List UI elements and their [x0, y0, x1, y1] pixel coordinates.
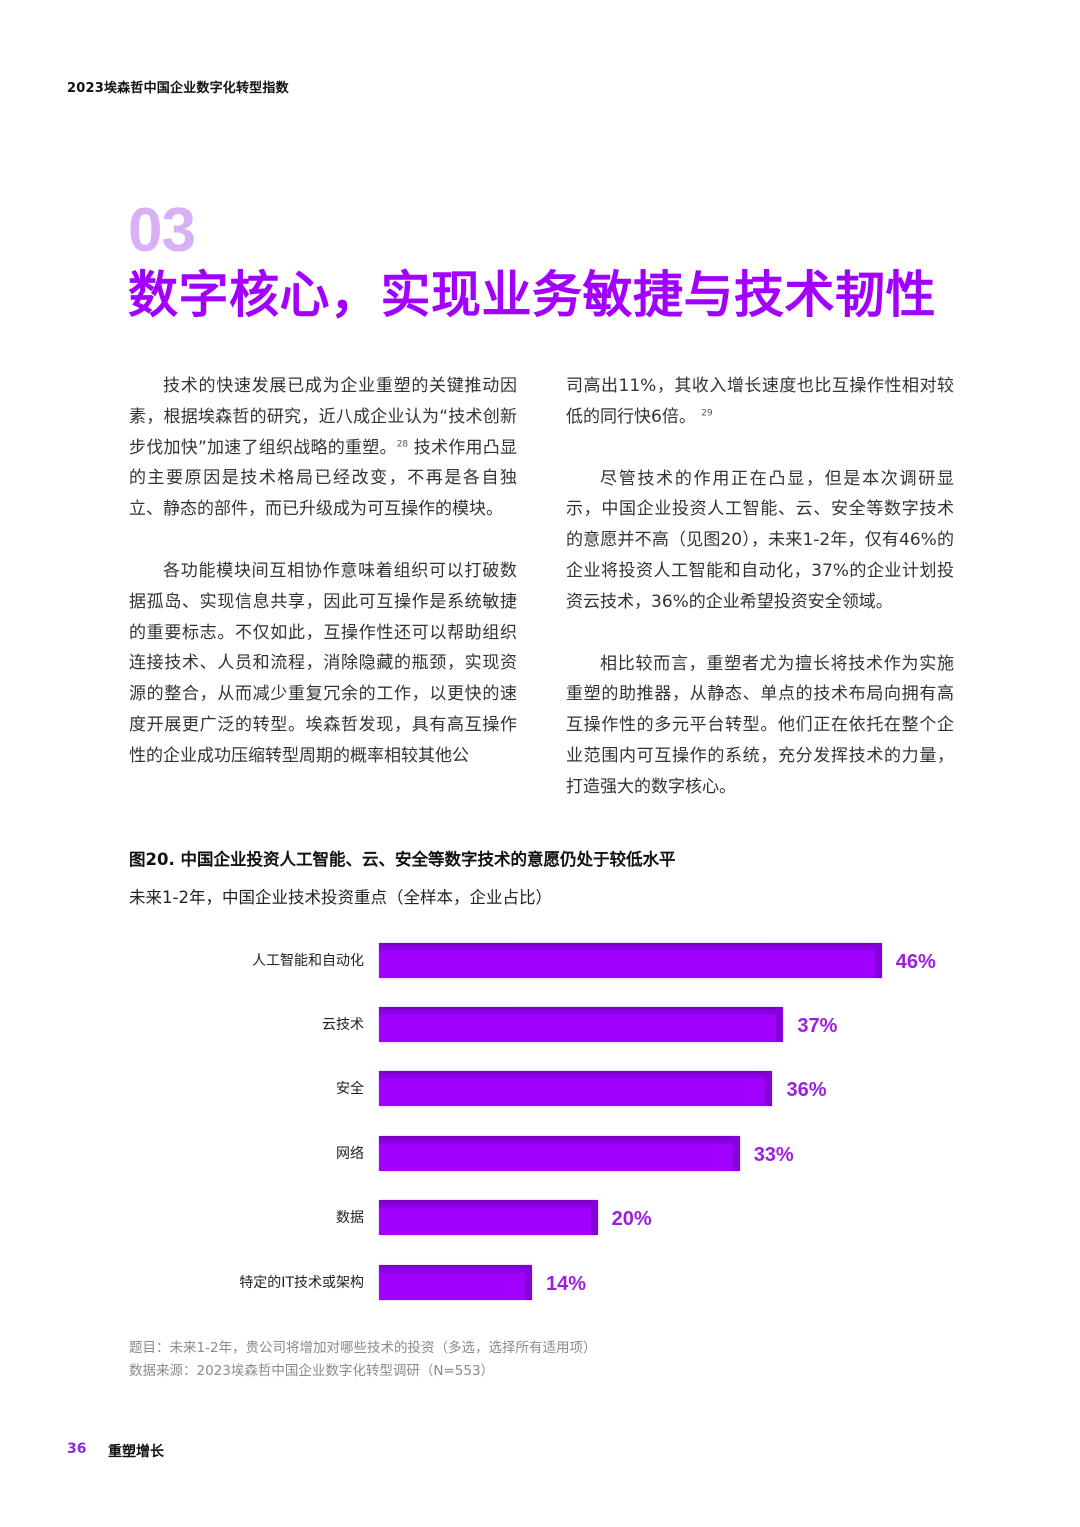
figure-title: 图20. 中国企业投资人工智能、云、安全等数字技术的意愿仍处于较低水平 — [129, 850, 676, 869]
footnote-ref[interactable]: 29 — [701, 408, 713, 419]
section-number: 03 — [128, 196, 196, 265]
bar-label: 网络 — [336, 1146, 364, 1162]
running-header: 2023埃森哲中国企业数字化转型指数 — [67, 81, 289, 96]
section-title: 数字核心，实现业务敏捷与技术韧性 — [128, 266, 936, 324]
bar-row: 人工智能和自动化 46% — [0, 943, 1080, 979]
bar-label: 人工智能和自动化 — [252, 953, 364, 969]
body-right-column: 司高出11%，其收入增长速度也比互操作性相对较低的同行快6倍。 29 尽管技术的… — [566, 371, 954, 834]
bar-row: 安全 36% — [0, 1071, 1080, 1107]
bar-row: 特定的IT技术或架构 14% — [0, 1265, 1080, 1301]
bar — [379, 1007, 784, 1042]
bar-label: 安全 — [336, 1081, 364, 1097]
figure-notes: 题目：未来1-2年，贵公司将增加对哪些技术的投资（多选，选择所有适用项） 数据来… — [129, 1337, 597, 1383]
bar — [379, 1265, 533, 1300]
bar — [379, 943, 882, 978]
paragraph: 相比较而言，重塑者尤为擅长将技术作为实施重塑的助推器，从静态、单点的技术布局向拥… — [566, 653, 954, 797]
bar-value-label: 20% — [611, 1208, 652, 1230]
page-number: 36 — [67, 1441, 87, 1457]
data-source-note: 数据来源：2023埃森哲中国企业数字化转型调研（N=553） — [129, 1363, 495, 1379]
paragraph: 技术的快速发展已成为企业重塑的关键推动因素，根据埃森哲的研究，近八成企业认为“技… — [129, 371, 517, 525]
bar-value-label: 14% — [546, 1273, 587, 1295]
figure-subtitle: 未来1-2年，中国企业技术投资重点（全样本，企业占比） — [129, 888, 552, 907]
paragraph: 司高出11%，其收入增长速度也比互操作性相对较低的同行快6倍。 29 — [566, 371, 954, 433]
bar-value-label: 46% — [895, 951, 936, 973]
bar-label: 云技术 — [322, 1017, 364, 1033]
bar-row: 数据 20% — [0, 1200, 1080, 1236]
bar — [379, 1136, 740, 1171]
bar-row: 网络 33% — [0, 1136, 1080, 1172]
bar-value-label: 36% — [786, 1079, 827, 1101]
bar-label: 数据 — [336, 1210, 364, 1226]
bar — [379, 1200, 598, 1235]
survey-question-note: 题目：未来1-2年，贵公司将增加对哪些技术的投资（多选，选择所有适用项） — [129, 1340, 597, 1356]
paragraph: 尽管技术的作用正在凸显，但是本次调研显示，中国企业投资人工智能、云、安全等数字技… — [566, 468, 954, 612]
bar-label: 特定的IT技术或架构 — [239, 1275, 364, 1291]
bar-value-label: 37% — [797, 1015, 838, 1037]
paragraph-text: 司高出11%，其收入增长速度也比互操作性相对较低的同行快6倍。 — [566, 376, 954, 427]
footer-section-name: 重塑增长 — [108, 1444, 164, 1460]
body-left-column: 技术的快速发展已成为企业重塑的关键推动因素，根据埃森哲的研究，近八成企业认为“技… — [129, 371, 517, 803]
paragraph: 各功能模块间互相协作意味着组织可以打破数据孤岛、实现信息共享，因此可互操作是系统… — [129, 560, 517, 766]
paragraph-text: 技术的快速发展已成为企业重塑的关键推动因素，根据埃森哲的研究，近八成企业认为“技… — [129, 376, 517, 458]
paragraph-text: 技术作用凸显的主要原因是技术格局已经改变，不再是各自独立、静态的部件，而已升级成… — [129, 437, 517, 520]
bar — [379, 1071, 773, 1106]
bar-row: 云技术 37% — [0, 1007, 1080, 1043]
bar-value-label: 33% — [753, 1144, 794, 1166]
footnote-ref[interactable]: 28 — [396, 438, 409, 449]
